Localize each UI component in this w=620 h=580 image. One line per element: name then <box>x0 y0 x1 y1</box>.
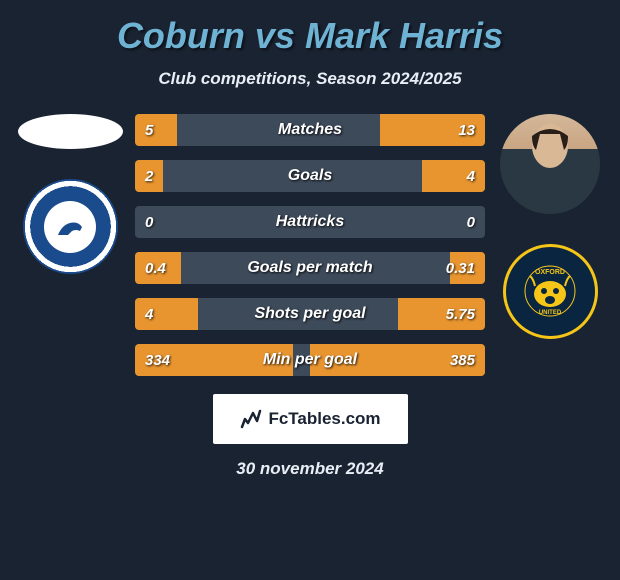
stat-label: Goals per match <box>135 259 485 277</box>
stat-label: Goals <box>135 167 485 185</box>
stat-row: 0Hattricks0 <box>135 206 485 238</box>
stat-label: Hattricks <box>135 213 485 231</box>
left-player-photo <box>18 114 123 149</box>
page-title: Coburn vs Mark Harris <box>15 15 605 57</box>
right-club-badge: OXFORD UNITED <box>503 244 598 339</box>
stat-label: Min per goal <box>135 351 485 369</box>
right-player-photo <box>500 114 600 214</box>
stat-label: Matches <box>135 121 485 139</box>
stat-value-right: 13 <box>458 122 475 139</box>
stat-row: 334Min per goal385 <box>135 344 485 376</box>
stats-column: 5Matches13 2Goals4 0Hattricks0 0.4Goals per… <box>135 114 485 376</box>
oxford-ox-icon: OXFORD UNITED <box>515 256 585 328</box>
stat-value-right: 0 <box>467 214 475 231</box>
stat-value-right: 5.75 <box>446 306 475 323</box>
stat-value-right: 385 <box>450 352 475 369</box>
millwall-lion-icon <box>44 201 96 253</box>
right-player-column: OXFORD UNITED <box>495 114 605 339</box>
footer-brand-text: FcTables.com <box>268 409 380 429</box>
stat-row: 4Shots per goal5.75 <box>135 298 485 330</box>
svg-text:UNITED: UNITED <box>539 310 562 316</box>
footer-brand[interactable]: FcTables.com <box>213 394 408 444</box>
svg-text:OXFORD: OXFORD <box>535 269 565 276</box>
left-player-column <box>15 114 125 274</box>
stat-row: 0.4Goals per match0.31 <box>135 252 485 284</box>
stat-value-right: 0.31 <box>446 260 475 277</box>
subtitle: Club competitions, Season 2024/2025 <box>15 69 605 89</box>
stat-row: 2Goals4 <box>135 160 485 192</box>
comparison-area: 5Matches13 2Goals4 0Hattricks0 0.4Goals per… <box>15 114 605 376</box>
comparison-date: 30 november 2024 <box>15 459 605 479</box>
fctables-icon <box>239 407 263 431</box>
stat-label: Shots per goal <box>135 305 485 323</box>
stat-row: 5Matches13 <box>135 114 485 146</box>
stat-value-right: 4 <box>467 168 475 185</box>
left-club-badge <box>23 179 118 274</box>
